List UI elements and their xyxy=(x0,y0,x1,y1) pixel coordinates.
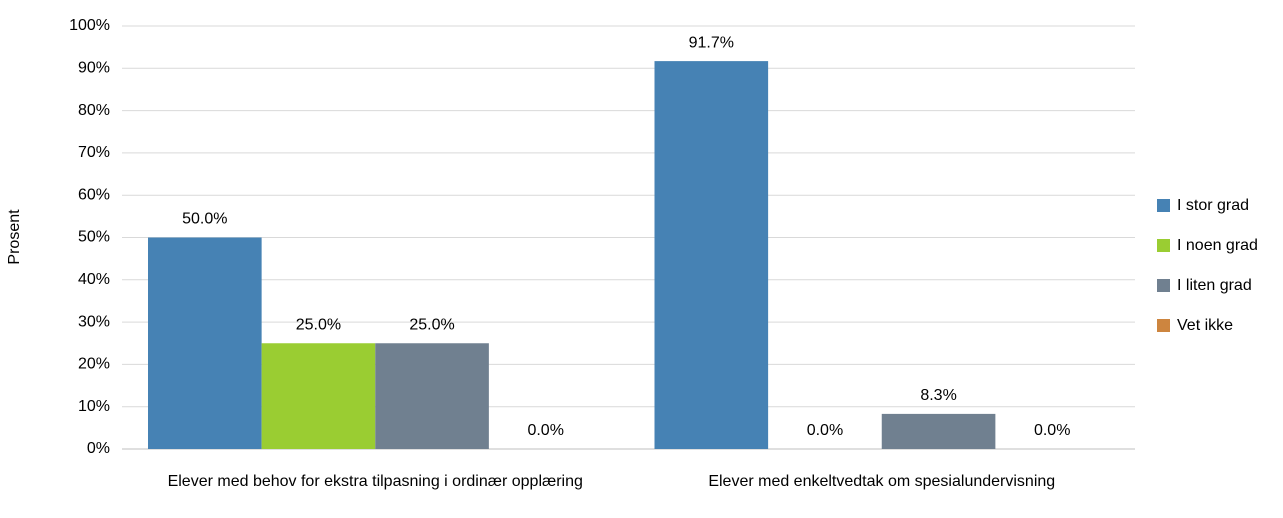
bar xyxy=(654,61,769,449)
legend-label: I noen grad xyxy=(1177,237,1258,254)
y-tick-label: 0% xyxy=(87,440,110,457)
x-tick-label: Elever med behov for ekstra tilpasning i… xyxy=(167,473,583,490)
bar xyxy=(148,237,262,449)
value-label: 25.0% xyxy=(296,316,341,333)
x-tick-label: Elever med enkeltvedtak om spesialunderv… xyxy=(708,473,1056,490)
legend-swatch xyxy=(1157,199,1170,212)
y-axis-title: Prosent xyxy=(6,209,23,265)
value-label: 0.0% xyxy=(807,422,843,439)
legend-label: I liten grad xyxy=(1177,277,1252,294)
value-label: 0.0% xyxy=(1034,422,1070,439)
bar xyxy=(375,343,489,449)
y-tick-label: 30% xyxy=(78,313,110,330)
y-tick-label: 50% xyxy=(78,229,110,246)
value-label: 8.3% xyxy=(920,387,956,404)
y-tick-label: 60% xyxy=(78,186,110,203)
y-tick-label: 100% xyxy=(69,17,110,34)
y-tick-label: 80% xyxy=(78,102,110,119)
y-tick-label: 90% xyxy=(78,60,110,77)
y-tick-label: 10% xyxy=(78,398,110,415)
legend-label: Vet ikke xyxy=(1177,317,1233,334)
value-label: 91.7% xyxy=(689,34,734,51)
bar xyxy=(881,413,996,449)
value-label: 0.0% xyxy=(527,422,563,439)
value-label: 25.0% xyxy=(409,316,454,333)
y-tick-label: 40% xyxy=(78,271,110,288)
y-tick-label: 70% xyxy=(78,144,110,161)
bar xyxy=(261,343,376,449)
legend-swatch xyxy=(1157,239,1170,252)
legend-swatch xyxy=(1157,279,1170,292)
value-label: 50.0% xyxy=(182,211,227,228)
legend-label: I stor grad xyxy=(1177,197,1249,214)
y-tick-label: 20% xyxy=(78,356,110,373)
legend-swatch xyxy=(1157,319,1170,332)
